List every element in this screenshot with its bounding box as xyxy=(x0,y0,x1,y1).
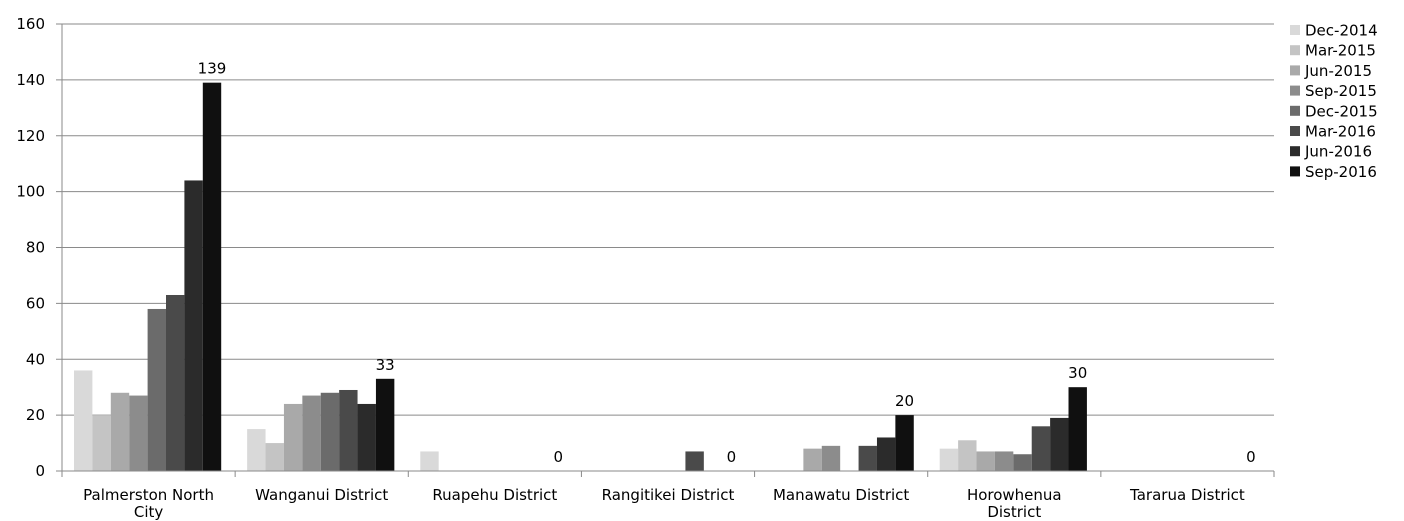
data-label: 33 xyxy=(376,356,395,374)
bar-mar-2016 xyxy=(1031,426,1051,471)
bar-dec-2015 xyxy=(147,308,166,471)
bar-dec-2014 xyxy=(247,429,266,471)
legend-label: Jun-2015 xyxy=(1304,62,1372,80)
bar-jun-2015 xyxy=(976,451,995,471)
data-label: 139 xyxy=(198,60,227,78)
legend-label: Sep-2015 xyxy=(1305,82,1377,100)
bar-sep-2015 xyxy=(129,395,148,471)
bar-dec-2015 xyxy=(320,392,340,471)
bar-mar-2015 xyxy=(92,415,111,471)
y-tick-label: 100 xyxy=(16,183,45,201)
y-tick-label: 0 xyxy=(35,462,45,480)
x-category-label: Wanganui District xyxy=(255,486,388,504)
bar-jun-2015 xyxy=(283,403,303,471)
legend-swatch xyxy=(1290,105,1300,116)
bar-jun-2016 xyxy=(1050,417,1069,471)
legend-swatch xyxy=(1290,166,1300,177)
legend-label: Dec-2015 xyxy=(1305,102,1378,120)
data-label: 0 xyxy=(727,448,737,466)
legend-swatch xyxy=(1290,25,1300,35)
bar-jun-2015 xyxy=(803,448,822,471)
x-category-label: Tararua District xyxy=(1129,486,1245,504)
bar-sep-2015 xyxy=(302,395,321,471)
legend-label: Mar-2016 xyxy=(1305,123,1376,141)
y-tick-label: 160 xyxy=(16,15,45,33)
y-tick-label: 20 xyxy=(26,406,45,424)
y-tick-label: 80 xyxy=(26,239,45,257)
legend-label: Sep-2016 xyxy=(1305,163,1377,181)
legend-swatch xyxy=(1290,45,1300,56)
x-category-label: Ruapehu District xyxy=(432,486,557,504)
data-label: 20 xyxy=(895,392,914,410)
x-category-label: Rangitikei District xyxy=(602,486,735,504)
y-axis: 0 20 40 60 80 100 120 140 160 xyxy=(16,15,63,480)
bar-mar-2016 xyxy=(858,445,877,471)
y-tick-label: 60 xyxy=(26,294,45,312)
bar-sep-2016 xyxy=(375,378,395,471)
legend-swatch xyxy=(1290,85,1300,96)
data-label: 30 xyxy=(1068,364,1087,382)
legend: Dec-2014 Mar-2015 Jun-2015 Sep-2015 Dec-2015… xyxy=(1290,22,1378,181)
y-tick-label: 140 xyxy=(16,71,45,89)
legend-swatch xyxy=(1290,146,1300,157)
gridlines xyxy=(62,23,1274,416)
bar-sep-2016 xyxy=(202,82,222,471)
bar-dec-2014 xyxy=(420,451,439,471)
x-category-label: District xyxy=(987,503,1041,521)
bar-jun-2016 xyxy=(876,437,896,471)
bar-dec-2014 xyxy=(74,370,93,471)
bar-mar-2015 xyxy=(958,440,977,471)
x-category-label: Palmerston North xyxy=(83,486,214,504)
bar-mar-2016 xyxy=(685,451,704,471)
data-label: 0 xyxy=(554,448,564,466)
bar-jun-2016 xyxy=(357,403,376,471)
x-category-label: Horowhenua xyxy=(967,486,1062,504)
bar-jun-2016 xyxy=(184,180,203,471)
bar-sep-2015 xyxy=(821,445,841,471)
legend-swatch xyxy=(1290,65,1300,76)
bar-sep-2016 xyxy=(1068,387,1087,471)
bar-marks xyxy=(74,82,1087,471)
data-labels: 139 33 0 0 20 30 0 xyxy=(198,60,1256,466)
legend-swatch xyxy=(1290,126,1300,136)
bar-jun-2015 xyxy=(110,392,130,471)
bar-dec-2014 xyxy=(939,448,959,471)
legend-label: Jun-2016 xyxy=(1304,143,1372,161)
y-tick-label: 40 xyxy=(26,350,45,368)
bar-mar-2015 xyxy=(265,443,284,471)
data-label: 0 xyxy=(1246,448,1256,466)
y-tick-label: 120 xyxy=(16,127,45,145)
bar-mar-2016 xyxy=(339,389,358,471)
bar-sep-2016 xyxy=(895,415,914,471)
bar-dec-2015 xyxy=(1013,454,1032,471)
bar-mar-2016 xyxy=(166,294,185,471)
x-category-label: Manawatu District xyxy=(773,486,909,504)
legend-label: Mar-2015 xyxy=(1305,42,1376,60)
legend-label: Dec-2014 xyxy=(1305,22,1378,40)
bar-sep-2015 xyxy=(994,451,1014,471)
x-category-label: City xyxy=(134,503,164,521)
